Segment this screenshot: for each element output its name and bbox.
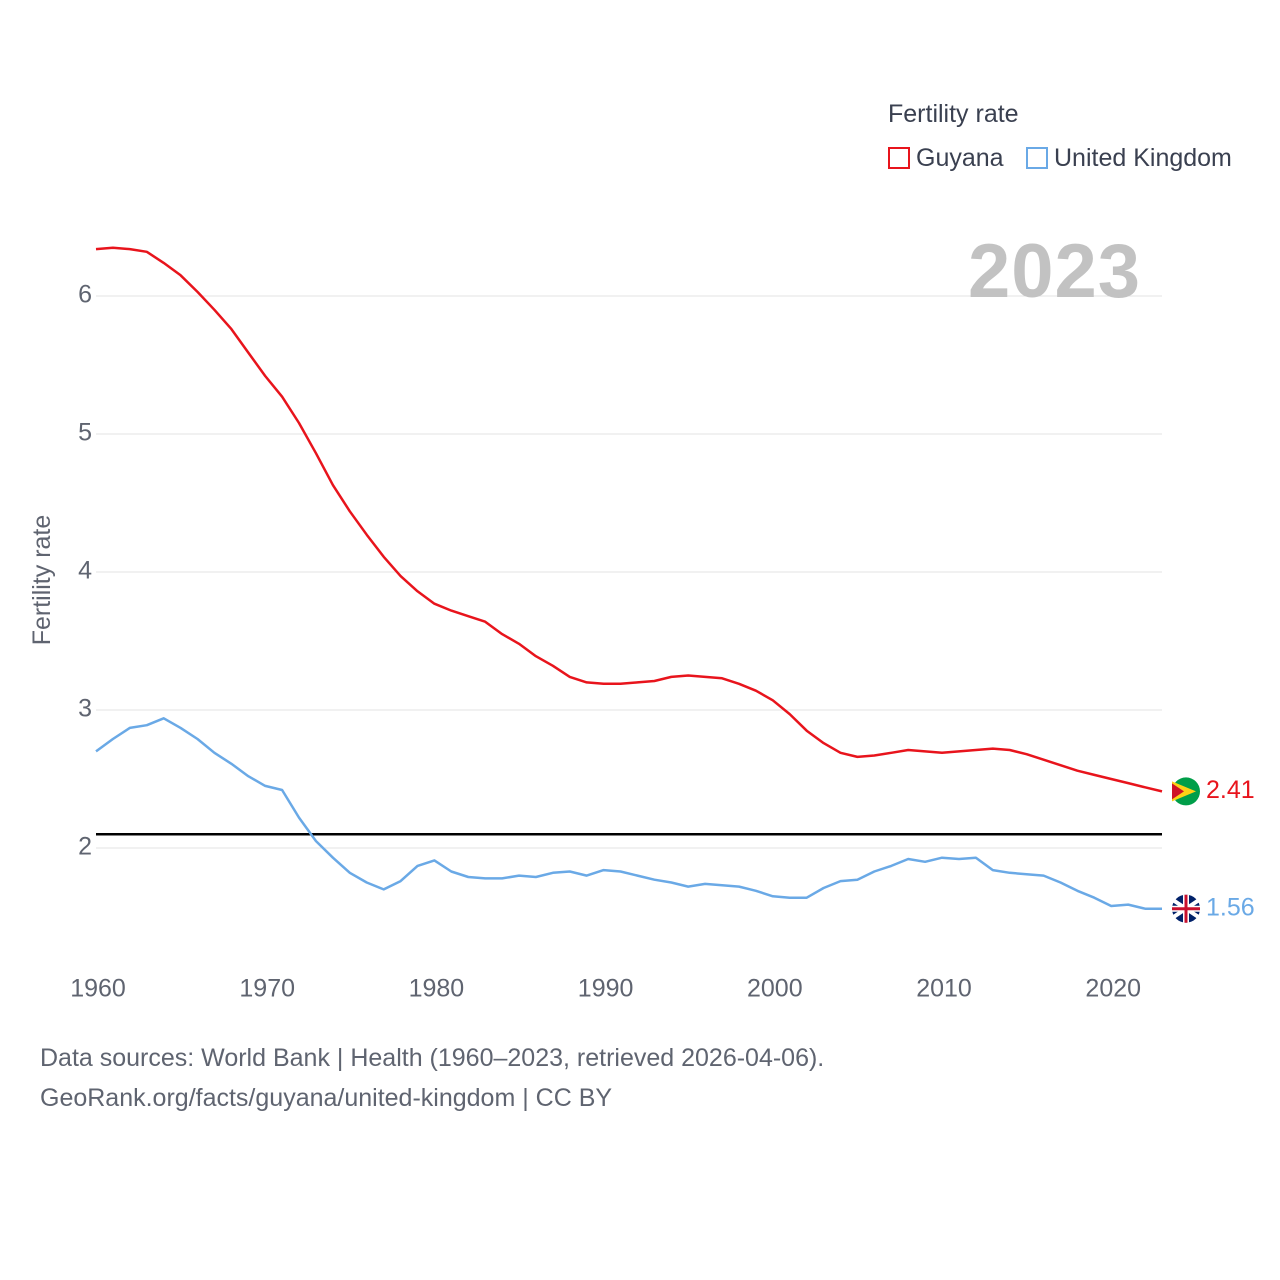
x-tick-label: 2000 xyxy=(747,975,803,1003)
x-tick-label: 2020 xyxy=(1085,975,1141,1003)
y-tick-label: 6 xyxy=(78,281,92,309)
legend-item-guyana[interactable]: Guyana xyxy=(888,144,1004,172)
x-tick-label: 2010 xyxy=(916,975,972,1003)
legend-label-guyana: Guyana xyxy=(916,143,1004,172)
y-tick-label: 5 xyxy=(78,419,92,447)
guyana-flag-icon xyxy=(1172,777,1200,806)
y-tick-label: 4 xyxy=(78,557,92,585)
legend-title: Fertility rate xyxy=(888,100,1019,128)
legend-swatch-united-kingdom xyxy=(1026,147,1048,169)
source-line-2[interactable]: GeoRank.org/facts/guyana/united-kingdom … xyxy=(40,1084,613,1112)
united-kingdom-end-value: 1.56 xyxy=(1206,893,1255,921)
series-line-united-kingdom xyxy=(95,717,1162,910)
year-label: 2023 xyxy=(968,229,1142,314)
series-line-guyana xyxy=(95,246,1163,793)
y-axis-label: Fertility rate xyxy=(28,515,56,646)
x-tick-label: 1970 xyxy=(239,975,295,1003)
source-line-1: Data sources: World Bank | Health (1960–… xyxy=(40,1044,825,1072)
x-tick-label: 1980 xyxy=(409,975,465,1003)
united-kingdom-flag-icon xyxy=(1172,894,1200,923)
y-tick-label: 3 xyxy=(78,695,92,723)
grid-lines xyxy=(96,295,1162,849)
guyana-end-value: 2.41 xyxy=(1206,776,1255,804)
legend-label-united-kingdom: United Kingdom xyxy=(1054,143,1232,172)
x-tick-label: 1960 xyxy=(70,975,126,1003)
legend-swatch-guyana xyxy=(888,147,910,169)
x-tick-label: 1990 xyxy=(578,975,634,1003)
legend-item-united-kingdom[interactable]: United Kingdom xyxy=(1026,144,1232,172)
series-lines xyxy=(95,246,1163,910)
x-axis-ticks: 1960 1970 1980 1990 2000 2010 2020 xyxy=(70,975,1141,1003)
y-axis-ticks: 2 3 4 5 6 xyxy=(78,281,92,861)
y-tick-label: 2 xyxy=(78,833,92,861)
